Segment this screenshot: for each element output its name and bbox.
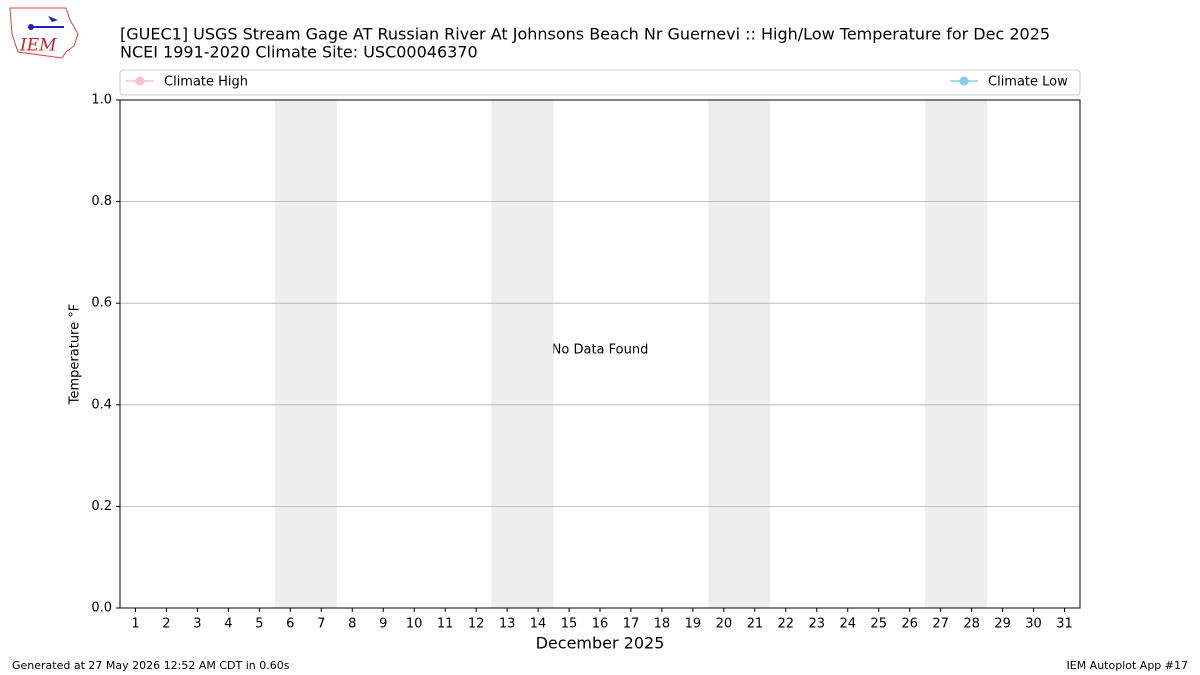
footer-left: Generated at 27 May 2026 12:52 AM CDT in… — [12, 659, 290, 672]
x-tick-label: 16 — [592, 617, 609, 632]
x-tick-label: 20 — [716, 617, 733, 632]
weekend-band — [274, 100, 337, 608]
x-tick-label: 19 — [685, 617, 702, 632]
chart-subtitle: NCEI 1991-2020 Climate Site: USC00046370 — [120, 43, 478, 62]
x-tick-label: 13 — [499, 617, 516, 632]
x-tick-label: 7 — [317, 617, 325, 632]
x-tick-label: 6 — [286, 617, 294, 632]
x-tick-label: 28 — [963, 617, 980, 632]
annotation: No Data Found — [552, 343, 649, 358]
x-tick-label: 18 — [654, 617, 671, 632]
x-tick-label: 8 — [348, 617, 356, 632]
y-tick-label: 0.4 — [91, 397, 112, 412]
legend-box — [119, 69, 1081, 96]
x-tick-label: 14 — [530, 617, 547, 632]
y-tick-label: 0.0 — [91, 601, 112, 616]
logo-text: IEM — [19, 36, 57, 56]
weekend-band — [491, 100, 554, 608]
legend-marker — [135, 76, 145, 86]
logo: IEM — [9, 7, 79, 59]
x-tick-label: 23 — [809, 617, 826, 632]
x-tick-label: 22 — [778, 617, 795, 632]
x-tick-label: 31 — [1056, 617, 1073, 632]
legend-label: Climate Low — [988, 75, 1068, 90]
x-tick-label: 27 — [932, 617, 949, 632]
y-axis-label: Temperature °F — [68, 304, 83, 405]
x-tick-label: 11 — [437, 617, 454, 632]
y-tick-label: 1.0 — [91, 93, 112, 108]
x-tick-label: 15 — [561, 617, 578, 632]
logo-dot — [28, 24, 34, 30]
footer-right: IEM Autoplot App #17 — [1067, 659, 1189, 672]
x-tick-label: 9 — [379, 617, 387, 632]
x-tick-label: 21 — [747, 617, 764, 632]
x-tick-label: 17 — [623, 617, 640, 632]
x-tick-label: 2 — [162, 617, 170, 632]
x-tick-label: 30 — [1025, 617, 1042, 632]
y-tick-label: 0.2 — [91, 499, 112, 514]
x-tick-label: 3 — [193, 617, 201, 632]
weekend-band — [925, 100, 988, 608]
chart-title: [GUEC1] USGS Stream Gage AT Russian Rive… — [120, 25, 1050, 44]
x-tick-label: 29 — [994, 617, 1011, 632]
logo-outline — [9, 7, 79, 59]
plot-frame — [119, 99, 1081, 609]
x-tick-label: 12 — [468, 617, 485, 632]
weekend-band — [708, 100, 771, 608]
x-tick-label: 26 — [901, 617, 918, 632]
x-tick-label: 25 — [870, 617, 887, 632]
y-tick-label: 0.6 — [91, 296, 112, 311]
x-tick-label: 10 — [406, 617, 423, 632]
y-tick-label: 0.8 — [91, 194, 112, 209]
x-tick-label: 1 — [131, 617, 139, 632]
x-tick-label: 5 — [255, 617, 263, 632]
logo-vane — [48, 16, 58, 22]
x-axis-label: December 2025 — [536, 634, 665, 653]
x-tick-label: 4 — [224, 617, 232, 632]
legend-marker — [959, 76, 969, 86]
x-tick-label: 24 — [839, 617, 856, 632]
legend-label: Climate High — [164, 75, 248, 90]
